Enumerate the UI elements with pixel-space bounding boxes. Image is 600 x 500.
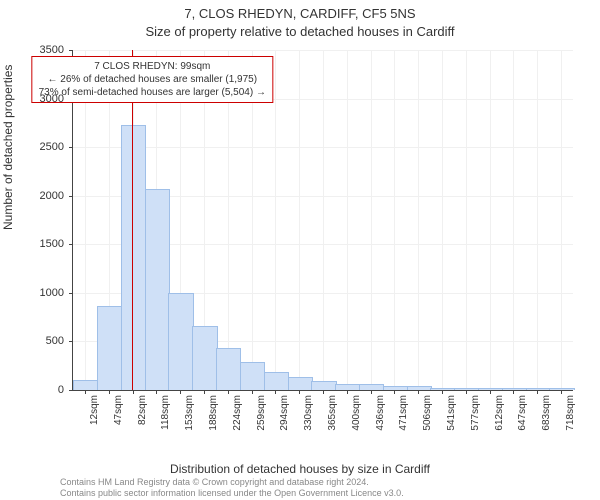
gridline-v: [537, 50, 538, 390]
ytick-mark: [69, 390, 73, 391]
xtick-label: 471sqm: [398, 395, 409, 431]
xtick-label: 224sqm: [232, 395, 243, 431]
ytick-label: 1500: [0, 238, 64, 250]
footnote-line-1: Contains HM Land Registry data © Crown c…: [60, 477, 369, 487]
histogram-bar: [478, 388, 503, 390]
xtick-mark: [299, 390, 300, 394]
xtick-label: 436sqm: [375, 395, 386, 431]
xtick-label: 118sqm: [160, 395, 171, 430]
histogram-bar: [73, 380, 98, 390]
xtick-label: 647sqm: [517, 395, 528, 431]
ytick-label: 0: [0, 384, 64, 396]
xtick-mark: [418, 390, 419, 394]
ytick-label: 500: [0, 335, 64, 347]
histogram-bar: [240, 362, 265, 390]
ytick-mark: [69, 196, 73, 197]
xtick-mark: [537, 390, 538, 394]
gridline-v: [418, 50, 419, 390]
xtick-label: 330sqm: [303, 395, 314, 431]
xtick-label: 577sqm: [470, 395, 481, 431]
xtick-mark: [490, 390, 491, 394]
footnote-line-2: Contains public sector information licen…: [60, 488, 404, 498]
histogram-bar: [121, 125, 146, 390]
xtick-mark: [347, 390, 348, 394]
xtick-label: 683sqm: [541, 395, 552, 431]
xtick-label: 259sqm: [256, 395, 267, 431]
xtick-label: 188sqm: [208, 395, 219, 431]
gridline-v: [323, 50, 324, 390]
ytick-label: 1000: [0, 287, 64, 299]
ytick-label: 2000: [0, 190, 64, 202]
xtick-label: 506sqm: [422, 395, 433, 431]
xtick-mark: [85, 390, 86, 394]
xtick-label: 294sqm: [279, 395, 290, 431]
xtick-label: 541sqm: [446, 395, 457, 431]
ytick-label: 2500: [0, 141, 64, 153]
xtick-mark: [275, 390, 276, 394]
gridline-v: [513, 50, 514, 390]
xtick-mark: [252, 390, 253, 394]
histogram-bar: [192, 326, 217, 390]
gridline-v: [275, 50, 276, 390]
ytick-mark: [69, 293, 73, 294]
gridline-v: [394, 50, 395, 390]
ytick-mark: [69, 244, 73, 245]
xtick-mark: [156, 390, 157, 394]
chart-subtitle: Size of property relative to detached ho…: [0, 24, 600, 39]
histogram-bar: [97, 306, 122, 390]
xtick-mark: [133, 390, 134, 394]
xtick-label: 400sqm: [351, 395, 362, 431]
xtick-mark: [109, 390, 110, 394]
annotation-box: 7 CLOS RHEDYN: 99sqm ← 26% of detached h…: [32, 56, 273, 103]
chart-title: 7, CLOS RHEDYN, CARDIFF, CF5 5NS: [0, 6, 600, 21]
histogram-bar: [311, 381, 336, 390]
gridline-v: [442, 50, 443, 390]
xtick-mark: [371, 390, 372, 394]
xtick-label: 612sqm: [494, 395, 505, 431]
gridline-v: [490, 50, 491, 390]
xtick-mark: [323, 390, 324, 394]
xtick-label: 47sqm: [113, 395, 124, 425]
gridline-v: [347, 50, 348, 390]
histogram-bar: [145, 189, 170, 390]
histogram-bar: [216, 348, 241, 390]
xtick-mark: [466, 390, 467, 394]
histogram-bar: [335, 384, 360, 390]
x-axis-label: Distribution of detached houses by size …: [0, 462, 600, 476]
annotation-line-2: ← 26% of detached houses are smaller (1,…: [39, 73, 266, 86]
gridline-v: [561, 50, 562, 390]
xtick-label: 153sqm: [184, 395, 195, 431]
footnote: Contains HM Land Registry data © Crown c…: [60, 477, 404, 498]
histogram-bar: [264, 372, 289, 390]
xtick-label: 12sqm: [89, 395, 100, 425]
ytick-label: 3500: [0, 44, 64, 56]
xtick-mark: [180, 390, 181, 394]
xtick-label: 82sqm: [137, 395, 148, 425]
gridline-v: [371, 50, 372, 390]
gridline-v: [466, 50, 467, 390]
histogram-bar: [168, 293, 193, 390]
xtick-mark: [204, 390, 205, 394]
xtick-mark: [513, 390, 514, 394]
ytick-mark: [69, 147, 73, 148]
gridline-v: [299, 50, 300, 390]
xtick-mark: [442, 390, 443, 394]
histogram-bar: [454, 388, 479, 390]
xtick-label: 718sqm: [565, 395, 576, 431]
histogram-bar: [288, 377, 313, 390]
xtick-mark: [561, 390, 562, 394]
xtick-label: 365sqm: [327, 395, 338, 431]
xtick-mark: [394, 390, 395, 394]
plot-area: 12sqm47sqm82sqm118sqm153sqm188sqm224sqm2…: [72, 50, 573, 391]
xtick-mark: [228, 390, 229, 394]
ytick-label: 3000: [0, 93, 64, 105]
ytick-mark: [69, 50, 73, 51]
ytick-mark: [69, 341, 73, 342]
annotation-line-1: 7 CLOS RHEDYN: 99sqm: [39, 60, 266, 73]
annotation-line-3: 73% of semi-detached houses are larger (…: [39, 86, 266, 99]
